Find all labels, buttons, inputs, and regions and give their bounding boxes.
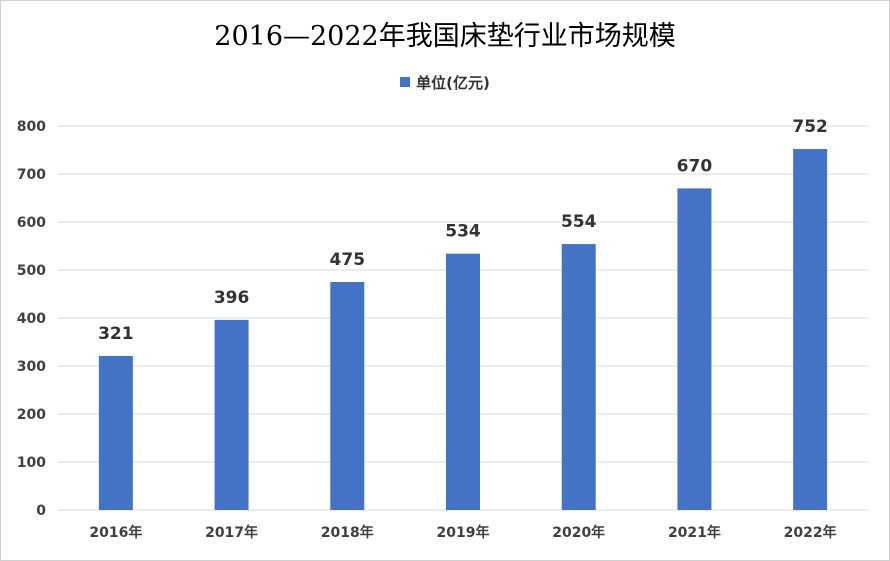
y-tick-label: 600 [17,215,46,231]
y-tick-label: 500 [17,263,46,279]
data-label: 752 [792,117,828,137]
x-tick-label: 2022年 [784,524,837,541]
bar [793,149,828,511]
data-label: 475 [330,250,366,270]
bar [214,319,249,510]
data-label: 534 [445,222,481,242]
x-tick-label: 2016年 [89,524,142,541]
bars [98,149,828,511]
y-tick-label: 300 [17,359,46,375]
bar [677,188,712,510]
y-tick-label: 0 [36,503,46,519]
x-tick-label: 2018年 [321,524,374,541]
y-tick-label: 800 [17,119,46,135]
data-label: 321 [98,324,134,344]
data-label: 396 [214,288,250,308]
y-tick-label: 400 [17,311,46,327]
x-tick-label: 2021年 [668,524,721,541]
x-tick-label: 2020年 [552,524,605,541]
data-label: 554 [561,212,597,232]
data-label: 670 [677,156,713,176]
bar [98,355,133,510]
bar [446,253,480,510]
bar [330,282,365,510]
x-tick-label: 2019年 [437,524,490,541]
labels: 0 100 200 300 400 500 600 700 800 321 2016年 396 2017… [17,117,837,541]
y-tick-label: 700 [17,167,46,183]
bar [561,244,596,510]
y-tick-label: 200 [17,407,46,423]
chart-title: 2016—2022年我国床垫行业市场规模 [214,21,676,52]
legend: 单位(亿元) [0,72,890,93]
legend-swatch [400,76,411,87]
y-tick-label: 100 [17,455,46,471]
x-tick-label: 2017年 [205,524,258,541]
legend-label: 单位(亿元) [416,74,490,92]
